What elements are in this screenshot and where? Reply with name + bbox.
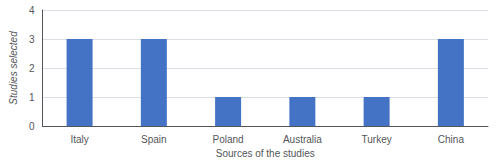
svg-text:2: 2 <box>29 63 35 74</box>
svg-text:Australia: Australia <box>283 134 322 145</box>
svg-text:0: 0 <box>29 121 35 132</box>
svg-text:Sources of the studies: Sources of the studies <box>216 148 315 159</box>
svg-text:3: 3 <box>29 34 35 45</box>
svg-text:Spain: Spain <box>141 134 167 145</box>
svg-text:Turkey: Turkey <box>362 134 392 145</box>
svg-text:China: China <box>438 134 465 145</box>
svg-text:Italy: Italy <box>70 134 88 145</box>
svg-text:1: 1 <box>29 92 35 103</box>
svg-text:Studies selected: Studies selected <box>8 31 19 105</box>
svg-text:4: 4 <box>29 5 35 16</box>
svg-text:Poland: Poland <box>213 134 244 145</box>
